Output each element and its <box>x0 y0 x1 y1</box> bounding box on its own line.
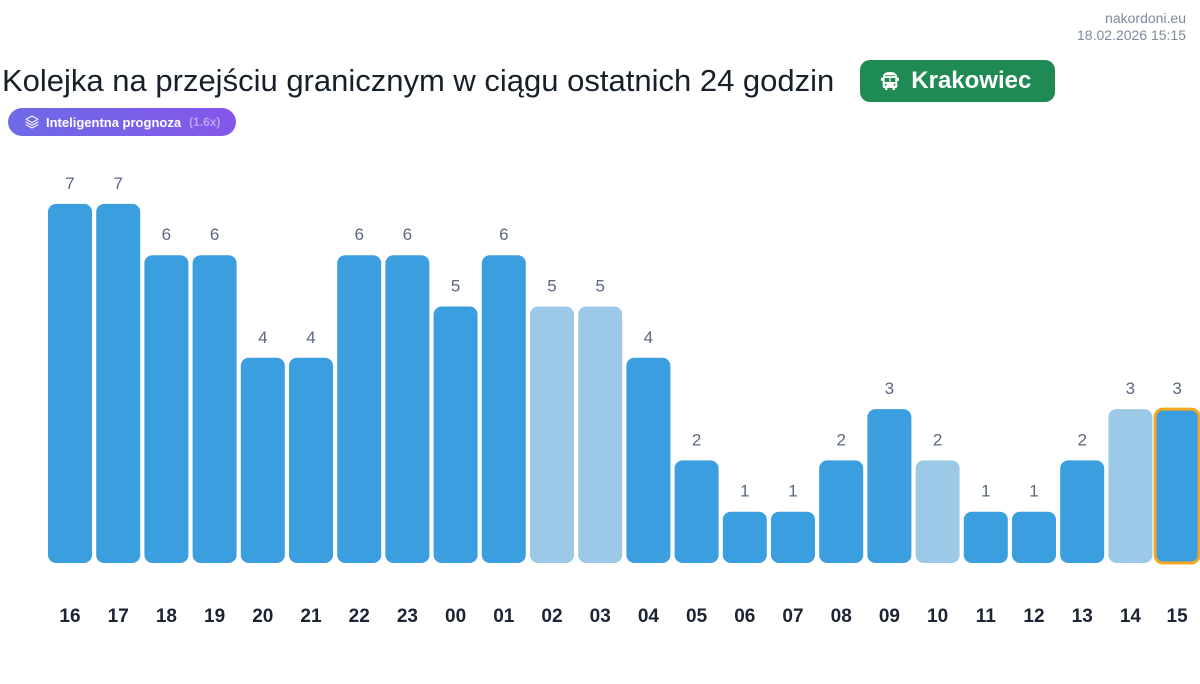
svg-text:6: 6 <box>403 225 412 244</box>
svg-text:6: 6 <box>499 225 508 244</box>
svg-text:5: 5 <box>547 277 556 296</box>
svg-text:17: 17 <box>108 606 129 627</box>
svg-text:1: 1 <box>1029 482 1038 501</box>
svg-text:4: 4 <box>644 328 653 347</box>
svg-text:6: 6 <box>354 225 363 244</box>
svg-text:08: 08 <box>831 606 852 627</box>
svg-text:18: 18 <box>156 606 177 627</box>
svg-text:2: 2 <box>1077 430 1086 449</box>
svg-text:22: 22 <box>349 606 370 627</box>
svg-text:10: 10 <box>927 606 948 627</box>
svg-text:4: 4 <box>306 328 315 347</box>
svg-text:02: 02 <box>541 606 562 627</box>
svg-text:16: 16 <box>59 606 80 627</box>
svg-text:7: 7 <box>65 174 74 193</box>
svg-text:2: 2 <box>692 430 701 449</box>
svg-text:06: 06 <box>734 606 755 627</box>
svg-text:2: 2 <box>836 430 845 449</box>
svg-text:1: 1 <box>788 482 797 501</box>
svg-text:23: 23 <box>397 606 418 627</box>
svg-text:04: 04 <box>638 606 660 627</box>
svg-text:3: 3 <box>1126 379 1135 398</box>
svg-text:6: 6 <box>162 225 171 244</box>
svg-text:4: 4 <box>258 328 267 347</box>
svg-text:05: 05 <box>686 606 708 627</box>
svg-text:3: 3 <box>885 379 894 398</box>
svg-text:19: 19 <box>204 606 225 627</box>
svg-text:14: 14 <box>1120 606 1142 627</box>
svg-text:1: 1 <box>981 482 990 501</box>
svg-text:5: 5 <box>595 277 604 296</box>
svg-text:21: 21 <box>300 606 322 627</box>
svg-text:15: 15 <box>1167 606 1189 627</box>
svg-text:12: 12 <box>1023 606 1044 627</box>
svg-text:11: 11 <box>976 606 997 627</box>
svg-text:3: 3 <box>1172 379 1181 398</box>
svg-text:03: 03 <box>590 606 611 627</box>
svg-text:20: 20 <box>252 606 273 627</box>
svg-text:7: 7 <box>113 174 122 193</box>
svg-text:2: 2 <box>933 430 942 449</box>
svg-text:09: 09 <box>879 606 900 627</box>
svg-text:00: 00 <box>445 606 466 627</box>
svg-text:1: 1 <box>740 482 749 501</box>
svg-text:07: 07 <box>782 606 803 627</box>
svg-text:13: 13 <box>1072 606 1093 627</box>
svg-text:01: 01 <box>493 606 515 627</box>
svg-text:6: 6 <box>210 225 219 244</box>
svg-text:5: 5 <box>451 277 460 296</box>
